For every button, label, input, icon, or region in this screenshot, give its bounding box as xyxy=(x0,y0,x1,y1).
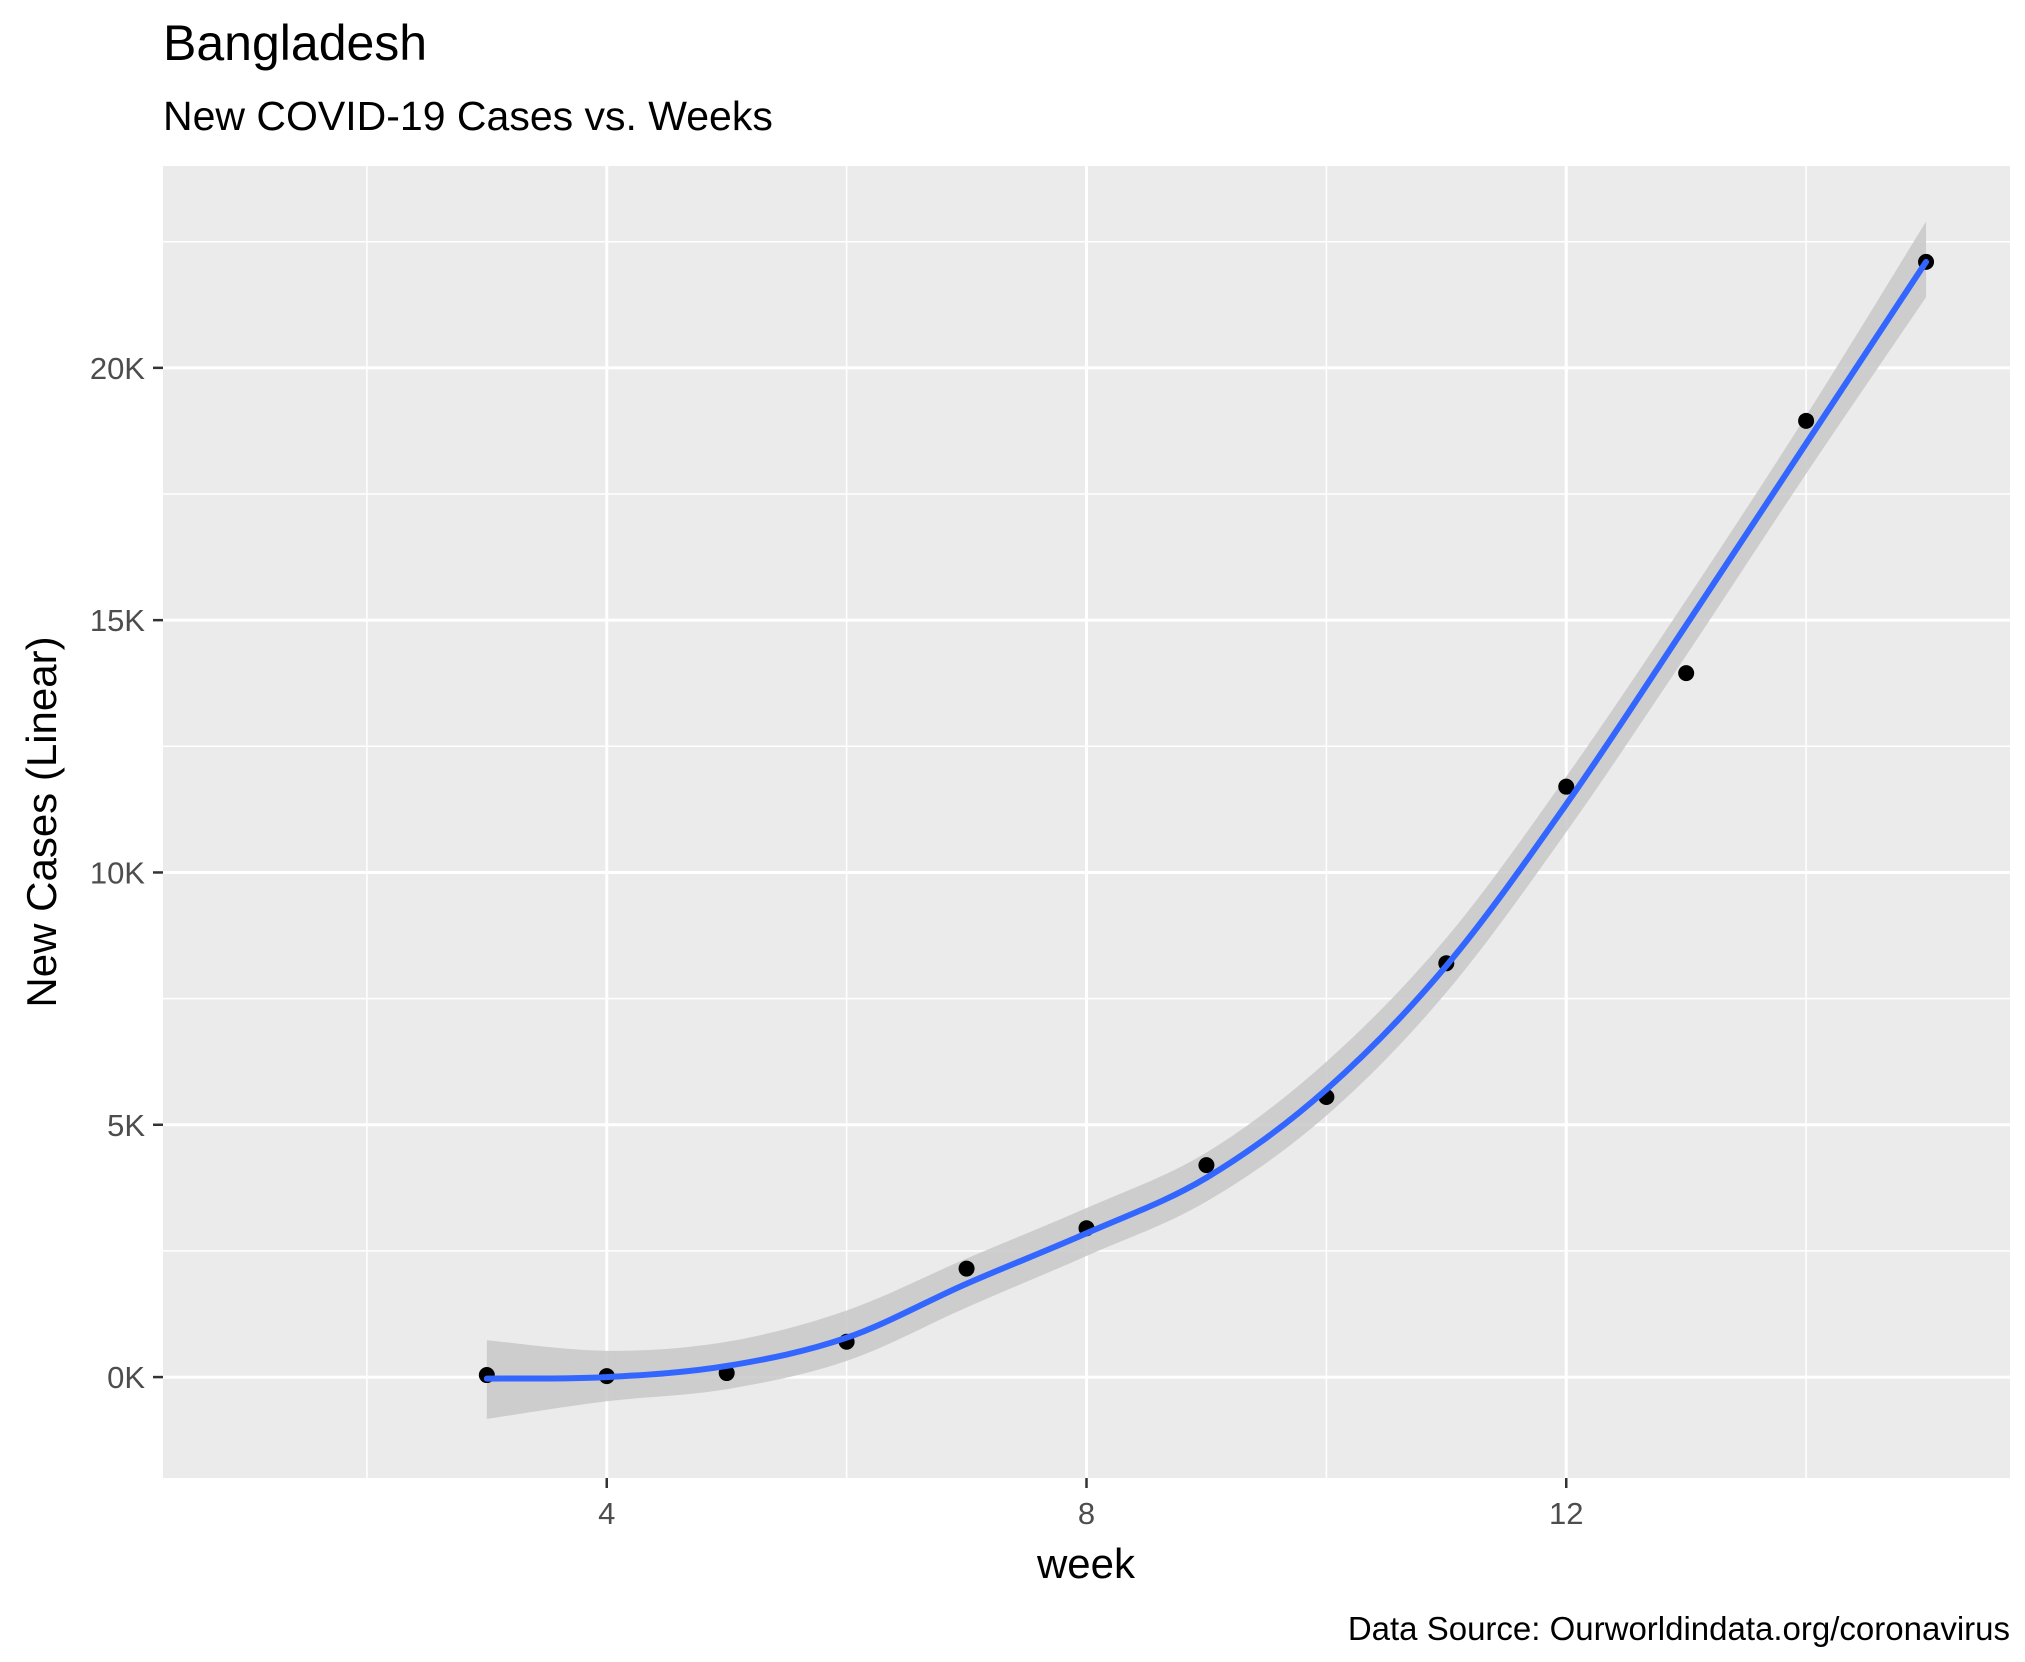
y-axis: 0K 5K 10K 15K 20K xyxy=(90,351,163,1395)
y-tick-label: 0K xyxy=(107,1360,145,1395)
x-axis: 4 8 12 xyxy=(598,1478,1583,1531)
smooth-line xyxy=(483,258,1930,1382)
y-tick-label: 15K xyxy=(90,603,145,638)
x-tick-label: 8 xyxy=(1078,1496,1095,1531)
data-point xyxy=(958,1260,975,1277)
data-point xyxy=(1198,1157,1215,1174)
data-source-caption: Data Source: Ourworldindata.org/coronavi… xyxy=(1348,1610,2010,1647)
data-point xyxy=(1678,665,1695,682)
x-tick-label: 12 xyxy=(1549,1496,1583,1531)
x-axis-title: week xyxy=(1036,1540,1136,1587)
data-point xyxy=(1798,412,1815,429)
major-gridlines xyxy=(163,166,2010,1478)
x-tick-label: 4 xyxy=(598,1496,615,1531)
data-point xyxy=(1558,778,1575,795)
y-tick-label: 5K xyxy=(107,1108,145,1143)
y-tick-label: 10K xyxy=(90,855,145,890)
y-tick-label: 20K xyxy=(90,351,145,386)
chart-subtitle: New COVID-19 Cases vs. Weeks xyxy=(163,93,773,139)
chart-title: Bangladesh xyxy=(163,15,427,71)
y-axis-title: New Cases (Linear) xyxy=(18,636,65,1007)
